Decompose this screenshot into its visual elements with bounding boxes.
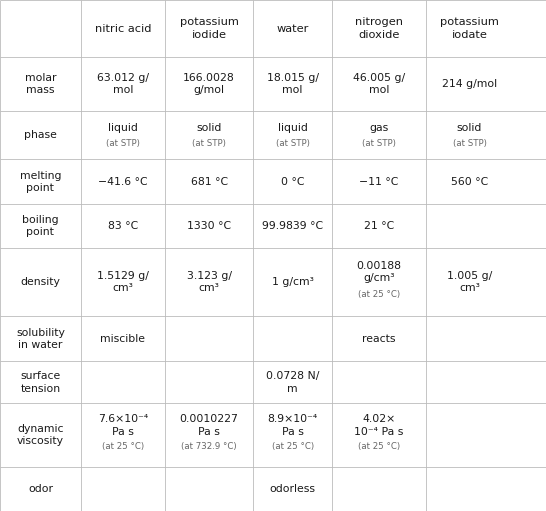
Text: (at 25 °C): (at 25 °C) (271, 442, 314, 451)
Text: nitrogen
dioxide: nitrogen dioxide (355, 17, 403, 40)
Text: 3.123 g/
cm³: 3.123 g/ cm³ (187, 271, 232, 293)
Text: (at STP): (at STP) (276, 140, 310, 148)
Text: nitric acid: nitric acid (94, 24, 151, 34)
Text: 1.5129 g/
cm³: 1.5129 g/ cm³ (97, 271, 149, 293)
Text: 1.005 g/
cm³: 1.005 g/ cm³ (447, 271, 492, 293)
Text: boiling
point: boiling point (22, 215, 59, 237)
Text: odorless: odorless (270, 484, 316, 494)
Text: density: density (20, 277, 61, 287)
Text: (at STP): (at STP) (106, 140, 140, 148)
Text: solubility
in water: solubility in water (16, 328, 65, 350)
Text: reacts: reacts (362, 334, 396, 344)
Text: −11 °C: −11 °C (359, 177, 399, 187)
Text: solid: solid (197, 123, 222, 133)
Text: 681 °C: 681 °C (191, 177, 228, 187)
Text: phase: phase (24, 130, 57, 140)
Text: water: water (276, 24, 309, 34)
Text: (at 25 °C): (at 25 °C) (358, 290, 400, 299)
Text: melting
point: melting point (20, 171, 61, 193)
Text: (at 25 °C): (at 25 °C) (358, 442, 400, 451)
Text: (at STP): (at STP) (192, 140, 226, 148)
Text: (at STP): (at STP) (453, 140, 486, 148)
Text: molar
mass: molar mass (25, 73, 56, 95)
Text: 1330 °C: 1330 °C (187, 221, 231, 231)
Text: 46.005 g/
mol: 46.005 g/ mol (353, 73, 405, 95)
Text: −41.6 °C: −41.6 °C (98, 177, 147, 187)
Text: liquid: liquid (278, 123, 307, 133)
Text: (at 732.9 °C): (at 732.9 °C) (181, 442, 237, 451)
Text: 214 g/mol: 214 g/mol (442, 79, 497, 89)
Text: 0.0728 N/
m: 0.0728 N/ m (266, 371, 319, 393)
Text: solid: solid (457, 123, 482, 133)
Text: 4.02×
10⁻⁴ Pa s: 4.02× 10⁻⁴ Pa s (354, 414, 403, 437)
Text: surface
tension: surface tension (20, 371, 61, 393)
Text: (at 25 °C): (at 25 °C) (102, 442, 144, 451)
Text: 21 °C: 21 °C (364, 221, 394, 231)
Text: 63.012 g/
mol: 63.012 g/ mol (97, 73, 149, 95)
Text: 166.0028
g/mol: 166.0028 g/mol (183, 73, 235, 95)
Text: 18.015 g/
mol: 18.015 g/ mol (266, 73, 319, 95)
Text: 0.00188
g/cm³: 0.00188 g/cm³ (357, 261, 401, 283)
Text: 1 g/cm³: 1 g/cm³ (272, 277, 313, 287)
Text: gas: gas (369, 123, 389, 133)
Text: 8.9×10⁻⁴
Pa s: 8.9×10⁻⁴ Pa s (268, 414, 318, 437)
Text: 7.6×10⁻⁴
Pa s: 7.6×10⁻⁴ Pa s (98, 414, 148, 437)
Text: 99.9839 °C: 99.9839 °C (262, 221, 323, 231)
Text: 560 °C: 560 °C (451, 177, 488, 187)
Text: 0.0010227
Pa s: 0.0010227 Pa s (180, 414, 239, 437)
Text: odor: odor (28, 484, 53, 494)
Text: 0 °C: 0 °C (281, 177, 305, 187)
Text: (at STP): (at STP) (362, 140, 396, 148)
Text: potassium
iodide: potassium iodide (180, 17, 239, 40)
Text: dynamic
viscosity: dynamic viscosity (17, 424, 64, 447)
Text: liquid: liquid (108, 123, 138, 133)
Text: 83 °C: 83 °C (108, 221, 138, 231)
Text: miscible: miscible (100, 334, 145, 344)
Text: potassium
iodate: potassium iodate (440, 17, 499, 40)
